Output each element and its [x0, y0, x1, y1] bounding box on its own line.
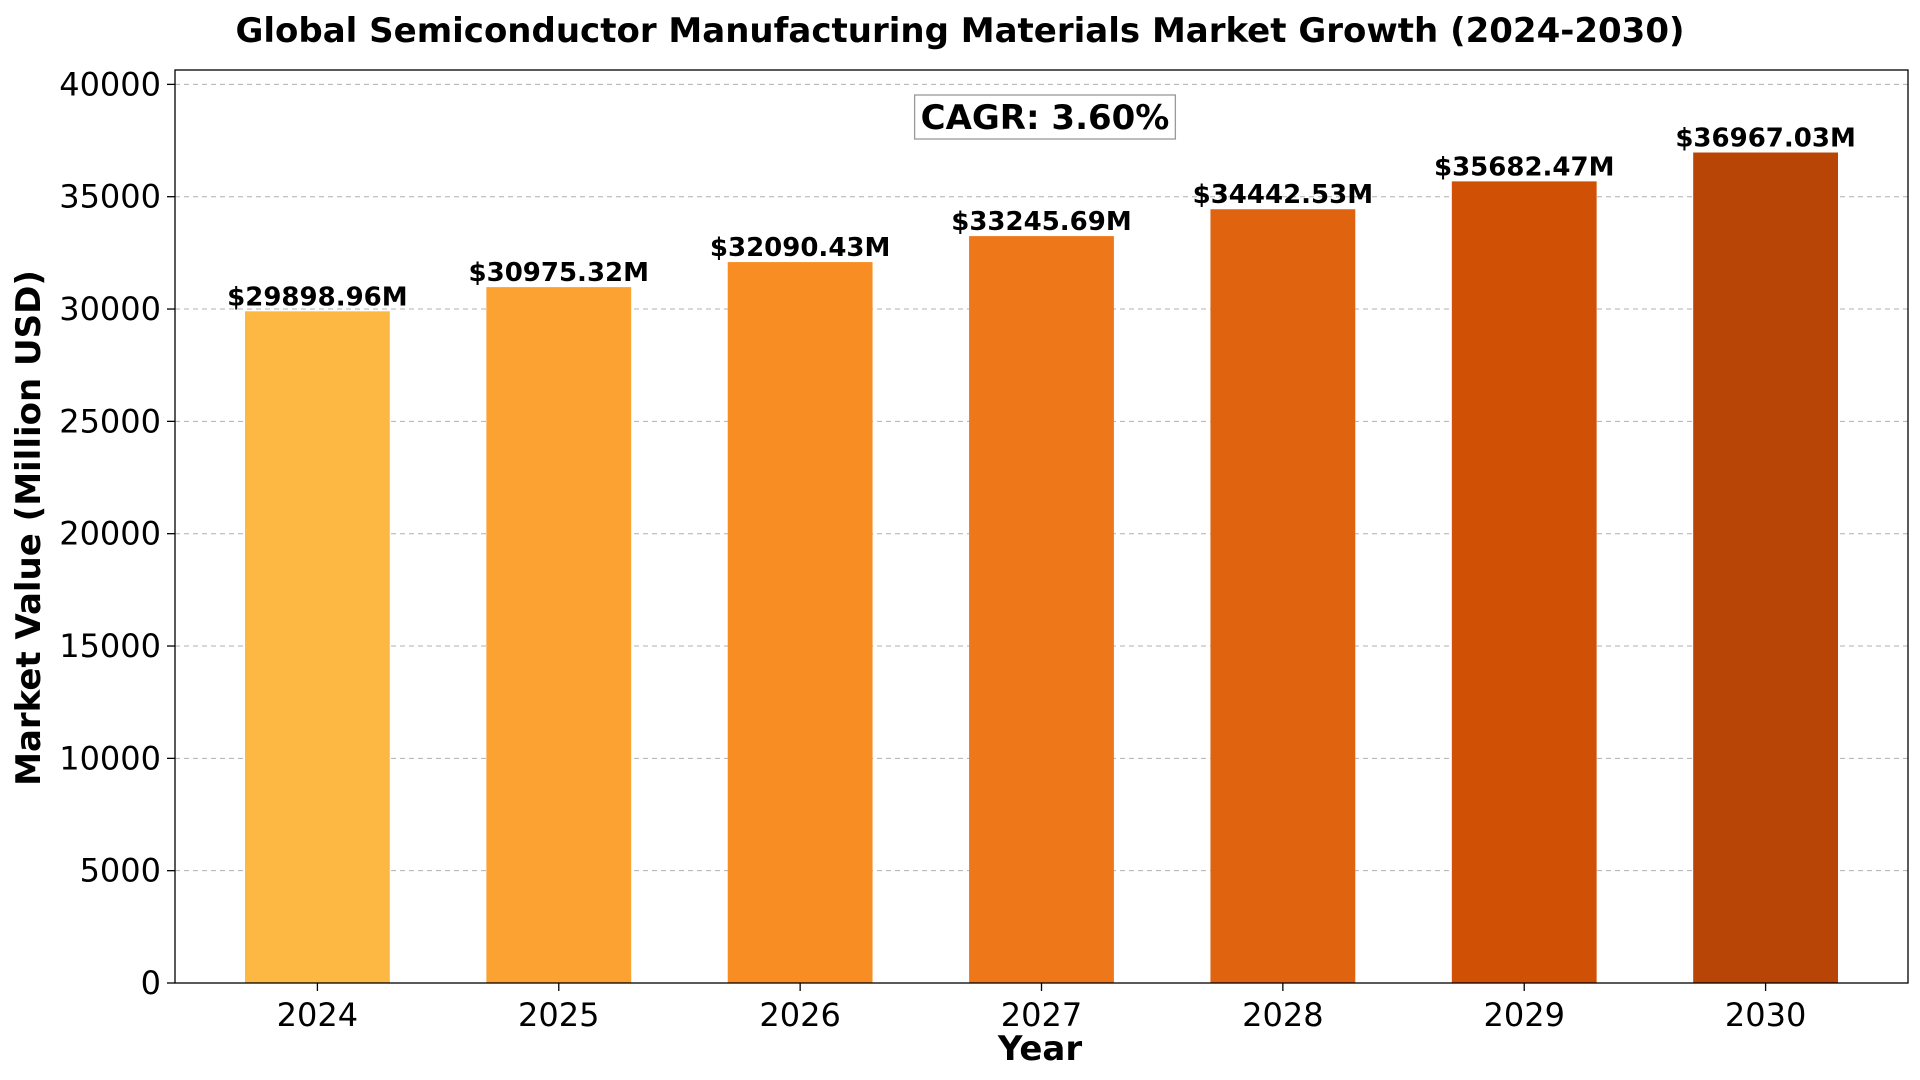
data-label-2027: $33245.69M [951, 207, 1131, 237]
data-label-2030: $36967.03M [1675, 124, 1855, 154]
x-axis-ticks: 2024 2025 2026 2027 2028 2029 2030 [277, 983, 1806, 1034]
y-tick-label: 35000 [59, 178, 161, 216]
data-labels: $29898.96M $30975.32M $32090.43M $33245.69M… [227, 124, 1856, 313]
data-label-2029: $35682.47M [1434, 152, 1614, 182]
bar-2028 [1210, 209, 1356, 983]
y-axis-ticks: 0 5000 10000 15000 20000 25000 30000 35000 40000 [59, 65, 175, 1002]
bars [244, 152, 1839, 984]
x-tick-label-2029: 2029 [1484, 996, 1565, 1034]
cagr-annotation-box [913, 94, 1177, 140]
x-tick-label-2024: 2024 [277, 996, 358, 1034]
y-tick-label: 10000 [59, 739, 161, 777]
bar-2026 [727, 262, 873, 983]
bar-2030 [1693, 152, 1839, 984]
y-tick-label: 5000 [80, 852, 161, 890]
bar-2025 [486, 287, 632, 983]
x-tick-label-2026: 2026 [759, 996, 840, 1034]
y-tick-label: 25000 [59, 402, 161, 440]
cagr-annotation-text: CAGR: 3.60% [921, 98, 1170, 138]
x-tick-label-2027: 2027 [1001, 996, 1082, 1034]
y-axis-label: Market Value (Million USD) [9, 270, 49, 786]
x-tick-label-2030: 2030 [1725, 996, 1806, 1034]
cagr-annotation: CAGR: 3.60% [913, 94, 1177, 140]
y-tick-label: 0 [141, 964, 161, 1002]
x-tick-label-2028: 2028 [1242, 996, 1323, 1034]
y-tick-label: 40000 [59, 65, 161, 103]
x-tick-label-2025: 2025 [518, 996, 599, 1034]
data-label-2028: $34442.53M [1193, 180, 1373, 210]
x-axis-label: Year [997, 1029, 1083, 1069]
bar-2027 [969, 236, 1114, 983]
plot-frame [174, 69, 1909, 984]
y-tick-label: 30000 [59, 290, 161, 328]
bar-2024 [244, 311, 390, 984]
chart-title: Global Semiconductor Manufacturing Mater… [235, 11, 1684, 51]
data-label-2025: $30975.32M [469, 258, 649, 288]
y-tick-label: 20000 [59, 515, 161, 553]
bar-2029 [1451, 181, 1597, 983]
y-tick-label: 15000 [59, 627, 161, 665]
data-label-2026: $32090.43M [710, 233, 890, 263]
data-label-2024: $29898.96M [227, 282, 407, 312]
